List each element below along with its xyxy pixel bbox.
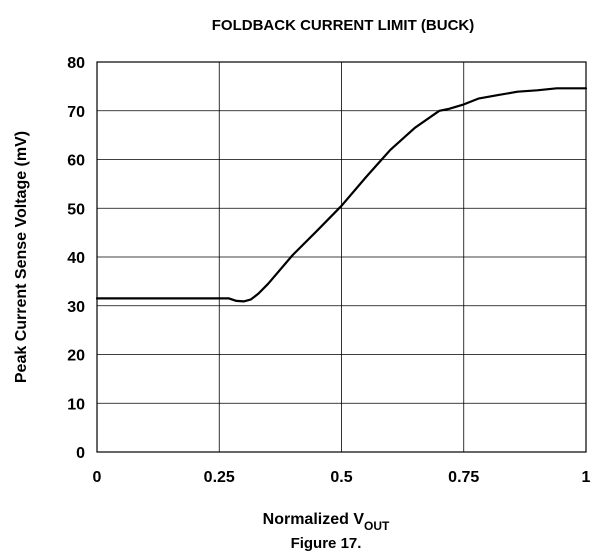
x-tick-label: 0.5 — [330, 469, 352, 486]
figure-caption: Figure 17. — [291, 535, 362, 552]
y-tick-label: 30 — [67, 299, 85, 316]
y-tick-label: 40 — [67, 250, 85, 267]
x-tick-label: 0 — [93, 469, 102, 486]
grid — [96, 61, 587, 453]
y-tick-label: 80 — [67, 55, 85, 72]
y-tick-labels: 0 10 20 30 40 50 60 70 80 — [67, 55, 85, 462]
x-axis-label-main: Normalized V — [263, 511, 365, 528]
x-axis-label-subscript: OUT — [364, 519, 390, 533]
series-line — [95, 87, 588, 303]
plot-frame — [96, 61, 587, 453]
y-tick-label: 50 — [67, 201, 85, 218]
x-tick-label: 1 — [582, 469, 591, 486]
y-axis-label: Peak Current Sense Voltage (mV) — [13, 131, 30, 383]
x-tick-label: 0.75 — [448, 469, 479, 486]
x-axis-label: Normalized VOUT — [263, 511, 390, 533]
x-tick-labels: 0 0.25 0.5 0.75 1 — [93, 469, 591, 486]
y-tick-label: 20 — [67, 348, 85, 365]
y-tick-label: 10 — [67, 396, 85, 413]
y-tick-label: 60 — [67, 153, 85, 170]
y-tick-label: 70 — [67, 104, 85, 121]
y-tick-label: 0 — [76, 445, 85, 462]
chart-title: FOLDBACK CURRENT LIMIT (BUCK) — [212, 17, 474, 34]
x-tick-label: 0.25 — [204, 469, 235, 486]
series-layer — [95, 87, 588, 303]
